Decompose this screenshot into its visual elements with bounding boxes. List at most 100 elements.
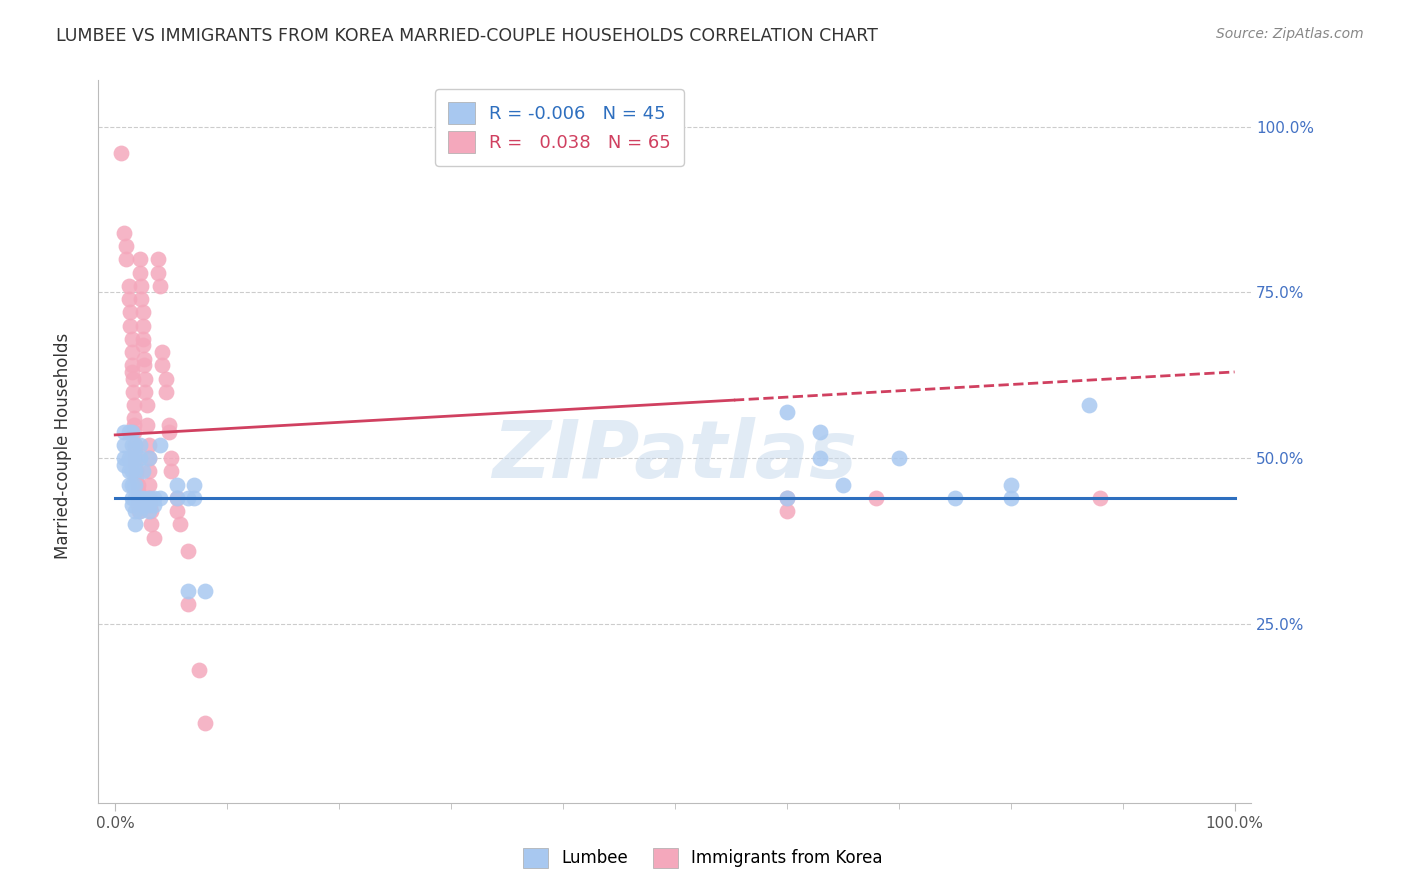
Point bbox=[149, 438, 172, 452]
Point bbox=[121, 365, 143, 379]
Point bbox=[117, 451, 139, 466]
Point bbox=[118, 305, 141, 319]
Point bbox=[129, 278, 152, 293]
Point bbox=[124, 451, 146, 466]
Point bbox=[132, 318, 155, 333]
Point bbox=[124, 464, 146, 478]
Point bbox=[776, 405, 799, 419]
Point bbox=[132, 332, 155, 346]
Text: Married-couple Households: Married-couple Households bbox=[55, 333, 72, 559]
Point bbox=[1000, 491, 1022, 505]
Point bbox=[117, 464, 139, 478]
Point bbox=[112, 425, 135, 439]
Point bbox=[124, 444, 146, 458]
Point bbox=[121, 345, 143, 359]
Point bbox=[112, 226, 135, 240]
Point bbox=[117, 477, 139, 491]
Point bbox=[139, 491, 162, 505]
Point bbox=[132, 491, 155, 505]
Point bbox=[155, 384, 177, 399]
Point bbox=[865, 491, 887, 505]
Point bbox=[134, 359, 156, 373]
Point bbox=[166, 504, 188, 518]
Point bbox=[150, 345, 173, 359]
Point bbox=[125, 464, 148, 478]
Point bbox=[177, 583, 200, 598]
Point bbox=[124, 491, 146, 505]
Point bbox=[132, 305, 155, 319]
Point bbox=[117, 425, 139, 439]
Point bbox=[138, 464, 160, 478]
Text: ZIPatlas: ZIPatlas bbox=[492, 417, 858, 495]
Point bbox=[121, 359, 143, 373]
Point bbox=[112, 458, 135, 472]
Point bbox=[124, 504, 146, 518]
Point bbox=[149, 278, 172, 293]
Point bbox=[166, 491, 188, 505]
Point bbox=[155, 371, 177, 385]
Point bbox=[134, 351, 156, 366]
Point bbox=[177, 597, 200, 611]
Point bbox=[138, 504, 160, 518]
Point bbox=[128, 252, 150, 267]
Point bbox=[128, 266, 150, 280]
Point bbox=[169, 517, 191, 532]
Point bbox=[138, 438, 160, 452]
Point bbox=[143, 498, 166, 512]
Point bbox=[128, 504, 150, 518]
Point bbox=[118, 318, 141, 333]
Point bbox=[808, 451, 831, 466]
Point bbox=[150, 359, 173, 373]
Point bbox=[132, 338, 155, 352]
Point bbox=[138, 451, 160, 466]
Point bbox=[127, 484, 149, 499]
Point bbox=[808, 425, 831, 439]
Point bbox=[1078, 398, 1101, 412]
Point bbox=[112, 438, 135, 452]
Point bbox=[138, 451, 160, 466]
Point bbox=[124, 451, 146, 466]
Point bbox=[121, 498, 143, 512]
Point bbox=[1090, 491, 1112, 505]
Point bbox=[125, 471, 148, 485]
Point bbox=[128, 438, 150, 452]
Point bbox=[117, 292, 139, 306]
Point bbox=[132, 464, 155, 478]
Point bbox=[121, 425, 143, 439]
Point bbox=[139, 498, 162, 512]
Point bbox=[121, 464, 143, 478]
Point bbox=[143, 531, 166, 545]
Point bbox=[177, 544, 200, 558]
Point bbox=[149, 491, 172, 505]
Point bbox=[194, 583, 217, 598]
Point bbox=[135, 417, 157, 432]
Point bbox=[115, 239, 138, 253]
Point bbox=[134, 371, 156, 385]
Point bbox=[112, 451, 135, 466]
Point bbox=[157, 425, 180, 439]
Point bbox=[160, 464, 183, 478]
Point bbox=[132, 498, 155, 512]
Point bbox=[121, 451, 143, 466]
Point bbox=[1000, 477, 1022, 491]
Point bbox=[183, 491, 205, 505]
Point bbox=[188, 663, 211, 677]
Point bbox=[194, 716, 217, 731]
Point bbox=[122, 371, 145, 385]
Point bbox=[157, 417, 180, 432]
Point bbox=[166, 491, 188, 505]
Point bbox=[124, 438, 146, 452]
Point bbox=[776, 504, 799, 518]
Point bbox=[943, 491, 966, 505]
Point bbox=[122, 398, 145, 412]
Point bbox=[115, 252, 138, 267]
Point bbox=[160, 451, 183, 466]
Point bbox=[138, 491, 160, 505]
Point bbox=[138, 498, 160, 512]
Point bbox=[124, 477, 146, 491]
Point bbox=[135, 398, 157, 412]
Point bbox=[139, 517, 162, 532]
Point bbox=[143, 491, 166, 505]
Point bbox=[831, 477, 853, 491]
Point bbox=[121, 438, 143, 452]
